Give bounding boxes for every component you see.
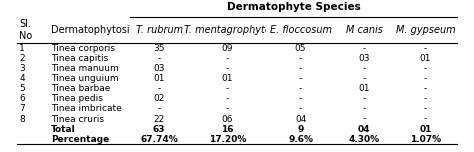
Text: Dermatophyte Species: Dermatophyte Species bbox=[227, 2, 360, 12]
